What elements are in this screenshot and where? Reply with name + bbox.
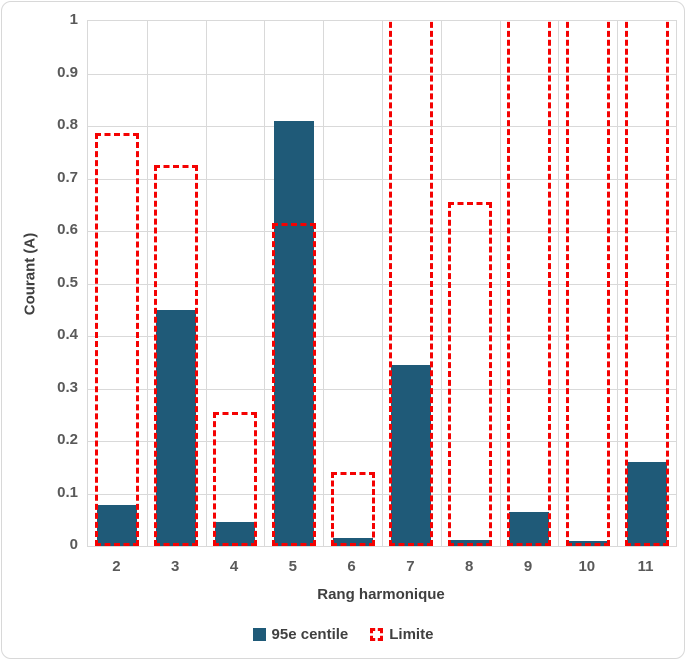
vertical-gridline (382, 21, 383, 546)
bar-limite (448, 202, 493, 546)
bar-95e-centile (273, 121, 314, 546)
plot-area (87, 20, 677, 547)
vertical-gridline (264, 21, 266, 546)
y-tick-label: 1 (69, 11, 78, 28)
bar-limite (507, 21, 551, 546)
vertical-gridline (323, 21, 325, 546)
x-tick-label: 2 (112, 558, 121, 575)
x-tick-label: 4 (229, 558, 239, 575)
bar-95e-centile (215, 522, 255, 546)
x-tick-label: 9 (523, 558, 533, 575)
vertical-gridline (146, 21, 148, 546)
bar-limite (95, 133, 140, 546)
bar-limite (330, 472, 375, 546)
y-tick-label: 0.4 (57, 326, 78, 343)
bar-limite (565, 21, 610, 546)
legend: 95e centile Limite (2, 626, 684, 643)
legend-label: Limite (389, 626, 434, 643)
bar-95e-centile (626, 462, 667, 546)
vertical-gridline (499, 21, 501, 546)
x-tick-label: 11 (637, 558, 654, 575)
vertical-gridline (617, 21, 619, 546)
y-axis-title: Courant (A) (21, 232, 39, 316)
vertical-gridline (205, 21, 207, 546)
x-tick-label: 5 (288, 558, 297, 575)
legend-label: 95e centile (271, 626, 349, 643)
x-axis-title: Rang harmonique (317, 586, 445, 603)
legend-solid-swatch-icon (252, 628, 266, 641)
y-tick-label: 0.6 (57, 221, 78, 238)
bar-limite (389, 21, 434, 546)
x-tick-label: 6 (347, 558, 356, 575)
vertical-gridline (558, 21, 560, 546)
bar-95e-centile (332, 538, 373, 546)
y-tick-label: 0.1 (57, 483, 78, 501)
vertical-gridline (440, 21, 442, 546)
legend-dashed-swatch-icon (370, 628, 384, 641)
bar-95e-centile (156, 310, 197, 546)
y-tick-label: 0.7 (57, 168, 78, 186)
x-tick-label: 3 (171, 558, 180, 575)
legend-item-limite: Limite (370, 626, 433, 643)
x-tick-label: 10 (578, 558, 596, 575)
y-tick-label: 0.5 (57, 273, 78, 291)
y-tick-label: 0.2 (57, 431, 78, 448)
bar-limite (271, 223, 316, 546)
bar-95e-centile (509, 512, 549, 546)
y-tick-label: 0.3 (57, 378, 78, 396)
legend-item-95e-centile: 95e centile (252, 626, 349, 643)
bar-95e-centile (391, 365, 432, 546)
x-tick-label: 8 (465, 558, 474, 575)
bar-limite (213, 412, 257, 546)
bar-95e-centile (97, 505, 138, 546)
bar-limite (154, 165, 199, 546)
bar-limite (624, 21, 669, 546)
y-tick-label: 0.9 (57, 63, 78, 81)
x-tick-label: 7 (406, 558, 415, 575)
y-tick-label: 0.8 (57, 116, 78, 133)
y-tick-label: 0 (69, 536, 78, 553)
